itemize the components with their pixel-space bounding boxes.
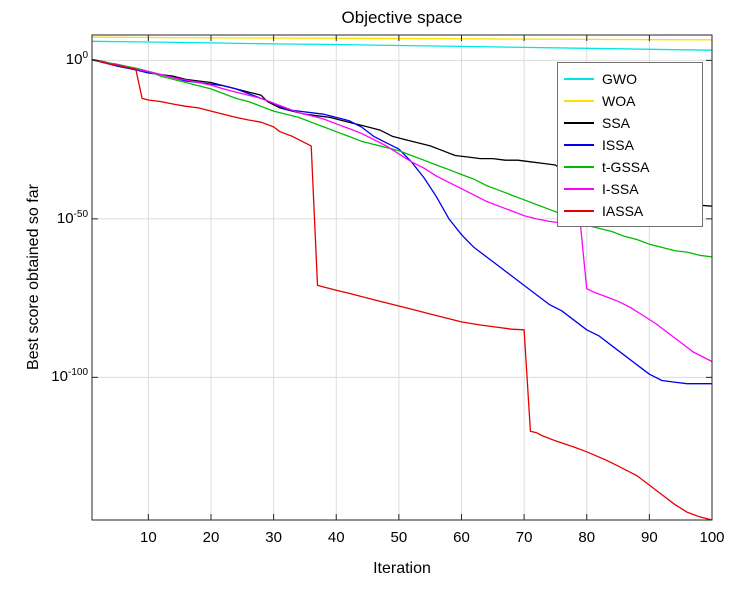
legend-line-sample (564, 144, 594, 146)
legend[interactable]: GWO WOA SSA ISSA t-GSSA I-SSA IASSA (557, 62, 703, 227)
legend-item-ssa[interactable]: SSA (564, 112, 698, 134)
series-line-gwo (92, 40, 712, 51)
x-tick-label: 30 (265, 529, 282, 546)
x-tick-label: 100 (699, 529, 724, 546)
legend-line-sample (564, 188, 594, 190)
legend-line-sample (564, 122, 594, 124)
legend-label: IASSA (602, 203, 644, 219)
legend-line-sample (564, 166, 594, 168)
legend-label: ISSA (602, 137, 634, 153)
legend-item-i-ssa[interactable]: I-SSA (564, 178, 698, 200)
chart-title: Objective space (341, 8, 463, 27)
series-line-iassa (92, 59, 712, 520)
legend-item-woa[interactable]: WOA (564, 90, 698, 112)
x-tick-label: 20 (203, 529, 220, 546)
legend-label: t-GSSA (602, 159, 650, 175)
x-tick-label: 10 (140, 529, 157, 546)
legend-line-sample (564, 210, 594, 212)
legend-item-gwo[interactable]: GWO (564, 68, 698, 90)
legend-item-t-gssa[interactable]: t-GSSA (564, 156, 698, 178)
legend-line-sample (564, 100, 594, 102)
x-tick-label: 90 (641, 529, 658, 546)
legend-label: GWO (602, 71, 637, 87)
y-tick-label: 10-50 (56, 208, 88, 227)
series-line-t-gssa (92, 59, 712, 258)
x-tick-label: 50 (391, 529, 408, 546)
legend-label: SSA (602, 115, 631, 131)
y-tick-label: 100 (65, 50, 88, 69)
axes-frame (91, 34, 713, 521)
x-tick-label: 80 (578, 529, 595, 546)
legend-item-iassa[interactable]: IASSA (564, 200, 698, 222)
legend-label: I-SSA (602, 181, 639, 197)
legend-label: WOA (602, 93, 636, 109)
legend-item-issa[interactable]: ISSA (564, 134, 698, 156)
x-tick-label: 60 (453, 529, 470, 546)
x-axis-label: Iteration (373, 560, 431, 577)
x-tick-label: 70 (516, 529, 533, 546)
y-tick-label: 10-100 (51, 367, 88, 386)
series-line-i-ssa (92, 59, 712, 363)
x-tick-label: 40 (328, 529, 345, 546)
legend-line-sample (564, 78, 594, 80)
